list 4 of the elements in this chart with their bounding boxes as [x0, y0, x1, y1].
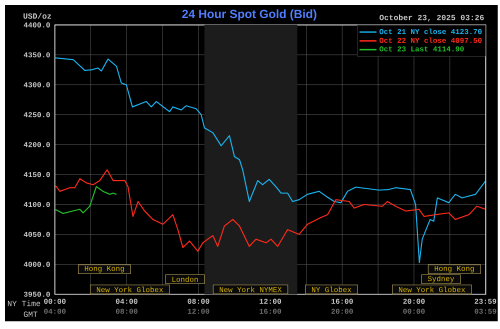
line-series [54, 186, 118, 214]
line-series [54, 169, 486, 252]
line-series [54, 57, 486, 264]
chart-title: 24 Hour Spot Gold (Bid) [182, 9, 316, 20]
